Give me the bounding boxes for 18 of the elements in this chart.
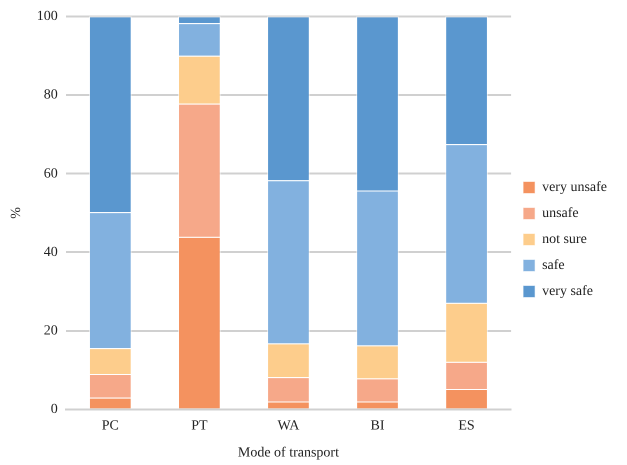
x-axis-title: Mode of transport bbox=[238, 445, 340, 460]
y-tick-label: 40 bbox=[44, 244, 58, 260]
y-tick-label: 80 bbox=[44, 88, 58, 103]
x-tick-label: BI bbox=[370, 418, 385, 434]
y-tick-label: 60 bbox=[44, 166, 58, 182]
legend-label: very unsafe bbox=[542, 180, 608, 196]
y-tick-label: 20 bbox=[44, 323, 58, 338]
legend-label: safe bbox=[542, 258, 565, 274]
y-axis-title: % bbox=[9, 206, 24, 219]
y-tick-label: 0 bbox=[50, 402, 58, 418]
legend-label: very safe bbox=[542, 284, 594, 300]
x-tick-label: WA bbox=[278, 418, 300, 434]
y-tick-label: 100 bbox=[36, 9, 58, 24]
x-tick-label: PT bbox=[191, 418, 208, 434]
x-tick-label: PC bbox=[102, 418, 119, 434]
legend-label: not sure bbox=[542, 232, 587, 248]
legend-label: unsafe bbox=[542, 206, 579, 222]
x-tick-label: ES bbox=[458, 418, 475, 434]
